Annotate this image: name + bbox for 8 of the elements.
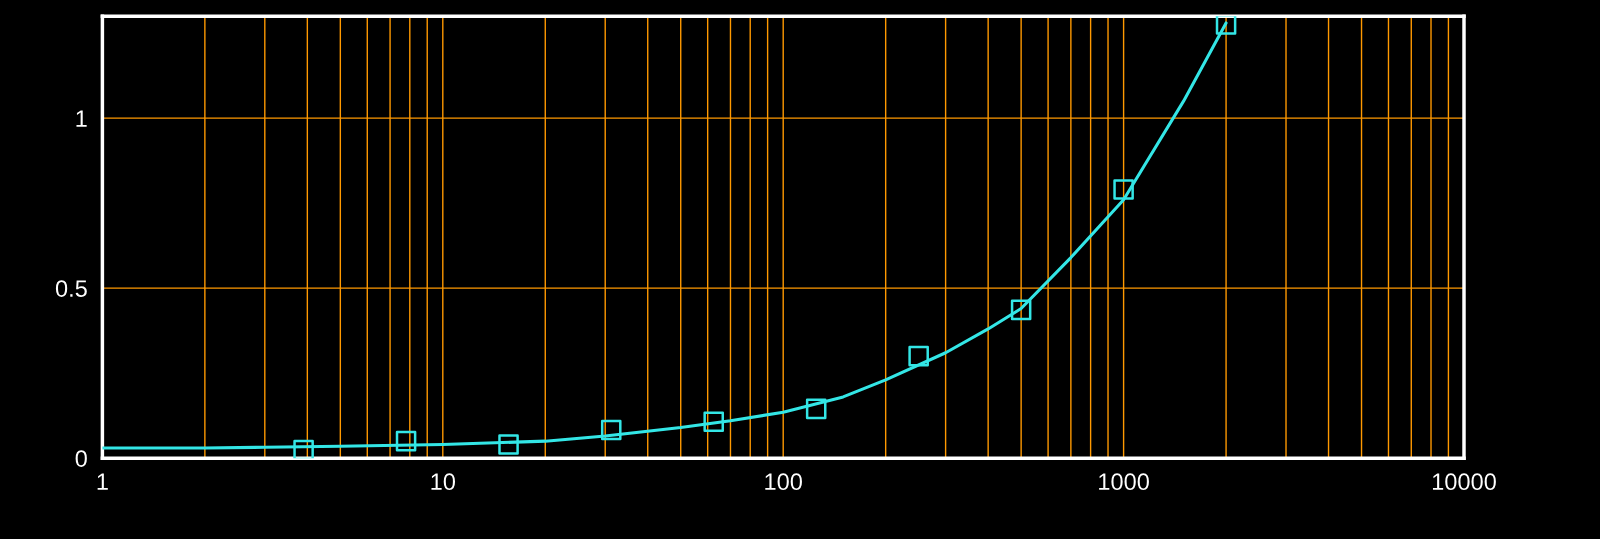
y-tick-label: 1: [76, 110, 87, 127]
y-tick-label: 0: [75, 450, 87, 467]
x-tick-label: 100: [765, 473, 802, 491]
x-tick-label: 1000: [1099, 473, 1149, 491]
x-tick-label: 1: [97, 473, 108, 490]
x-tick-label: 10000: [1432, 473, 1496, 491]
x-tick-label: 10: [431, 473, 456, 491]
y-tick-label: 0.5: [55, 280, 87, 297]
